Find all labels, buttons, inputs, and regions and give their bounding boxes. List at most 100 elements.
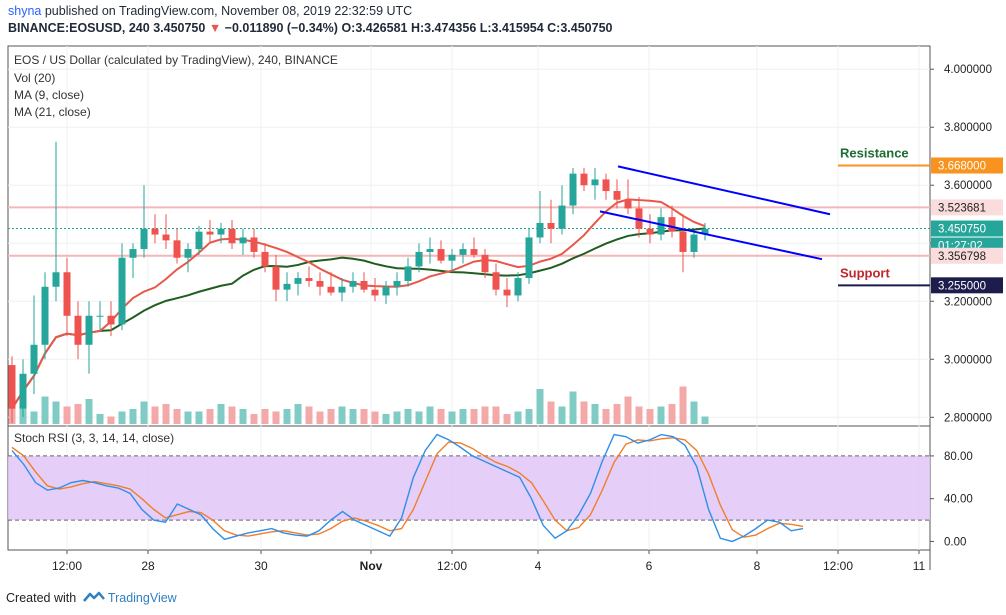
candle (404, 257, 412, 287)
x-tick-label: 12:00 (52, 559, 82, 573)
current-price-label: 3.450750 (938, 224, 986, 236)
candle-body (382, 286, 390, 296)
volume-bar (151, 406, 159, 424)
volume-bar (294, 404, 302, 424)
volume-bar (404, 409, 412, 424)
volume-bar (613, 404, 621, 424)
candle (294, 272, 302, 296)
candle (41, 272, 49, 360)
x-tick-label: 30 (254, 559, 268, 573)
candle (327, 272, 335, 296)
candle-body (371, 289, 379, 296)
candle-body (206, 231, 214, 235)
candle-body (470, 249, 478, 255)
current-price-label-box (931, 220, 1003, 237)
candle-body (305, 278, 313, 281)
candle-body (349, 280, 357, 287)
candle (679, 214, 687, 273)
candle (74, 301, 82, 360)
candle (613, 179, 621, 209)
volume-bar (206, 409, 214, 424)
volume-bar (74, 404, 82, 424)
volume-bar (41, 396, 49, 424)
candle-body (635, 208, 643, 229)
candle (547, 199, 555, 244)
candle-body (8, 365, 16, 409)
candle (85, 301, 93, 374)
volume-bar (481, 406, 489, 424)
volume-bar (525, 409, 533, 424)
candle-body (437, 249, 445, 261)
candle-body (503, 289, 511, 296)
volume-bar (602, 409, 610, 424)
candle-body (327, 286, 335, 293)
candle (481, 249, 489, 279)
volume-bar (118, 411, 126, 424)
candle-body (338, 286, 346, 293)
candle-body (690, 234, 698, 252)
symbol-label: BINANCE:EOSUSD, 240 (8, 21, 150, 35)
candle-body (217, 228, 225, 235)
volume-bar (129, 409, 137, 424)
support-label: Support (840, 265, 890, 280)
author-link[interactable]: shyna (8, 4, 42, 18)
candle (591, 167, 599, 200)
candle (525, 228, 533, 284)
volume-bar (448, 411, 456, 424)
candle (448, 249, 456, 273)
down-arrow-icon: ▼ (208, 21, 222, 35)
candle (162, 214, 170, 250)
candle-body (657, 217, 665, 235)
upper-ref-price-label: 3.523681 (938, 202, 986, 214)
candle-body (404, 266, 412, 281)
candle-body (162, 234, 170, 241)
volume-bar (657, 406, 665, 424)
ma9-legend[interactable]: MA (9, close) (14, 88, 85, 102)
candle (195, 225, 203, 255)
candle-body (701, 228, 709, 235)
tradingview-brand[interactable]: TradingView (107, 591, 177, 605)
ma21-legend[interactable]: MA (21, close) (14, 105, 91, 119)
volume-legend[interactable]: Vol (20) (14, 71, 56, 85)
candle-body (459, 249, 467, 255)
stoch-rsi-legend[interactable]: Stoch RSI (3, 3, 14, 14, close) (14, 431, 175, 445)
candle (415, 243, 423, 273)
publish-info: published on TradingView.com, November 0… (44, 4, 413, 18)
candle-body (448, 254, 456, 261)
volume-bar (316, 411, 324, 424)
candle (107, 301, 115, 337)
rsi-y-tick-label: 80.00 (944, 451, 973, 463)
channel-upper-line (617, 165, 831, 216)
candle (239, 228, 247, 255)
x-tick-label: 12:00 (437, 559, 467, 573)
volume-bar (283, 409, 291, 424)
candle (217, 222, 225, 244)
candle-body (228, 228, 236, 244)
candle (624, 179, 632, 215)
candle (316, 272, 324, 296)
candle-body (591, 179, 599, 186)
x-tick-label: 28 (141, 559, 155, 573)
y-tick-label: 3.600000 (944, 180, 992, 192)
candle (602, 173, 610, 200)
candle-body (613, 191, 621, 200)
candle (151, 214, 159, 244)
volume-bar (228, 406, 236, 424)
volume-bar (437, 409, 445, 424)
candle (393, 272, 401, 296)
rsi-y-tick-label: 0.00 (944, 536, 966, 548)
candle (63, 257, 71, 337)
candle (338, 278, 346, 302)
candle-body (580, 173, 588, 186)
volume-bar (470, 409, 478, 424)
candle-body (195, 231, 203, 250)
candle-body (173, 240, 181, 258)
volume-bar (217, 404, 225, 424)
candle (250, 228, 258, 258)
candle (96, 301, 104, 331)
volume-bar (668, 404, 676, 424)
candle-body (536, 222, 544, 238)
support-price-label: 3.255000 (938, 280, 986, 292)
